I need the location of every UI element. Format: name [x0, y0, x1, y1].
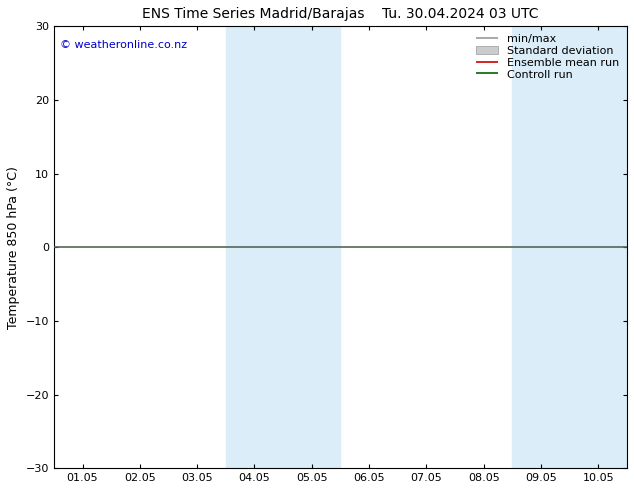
Bar: [512, 26, 627, 468]
Y-axis label: Temperature 850 hPa (°C): Temperature 850 hPa (°C): [7, 166, 20, 329]
Text: © weatheronline.co.nz: © weatheronline.co.nz: [60, 40, 187, 49]
Title: ENS Time Series Madrid/Barajas    Tu. 30.04.2024 03 UTC: ENS Time Series Madrid/Barajas Tu. 30.04…: [142, 7, 539, 21]
Legend: min/max, Standard deviation, Ensemble mean run, Controll run: min/max, Standard deviation, Ensemble me…: [474, 32, 621, 82]
Bar: [226, 26, 340, 468]
